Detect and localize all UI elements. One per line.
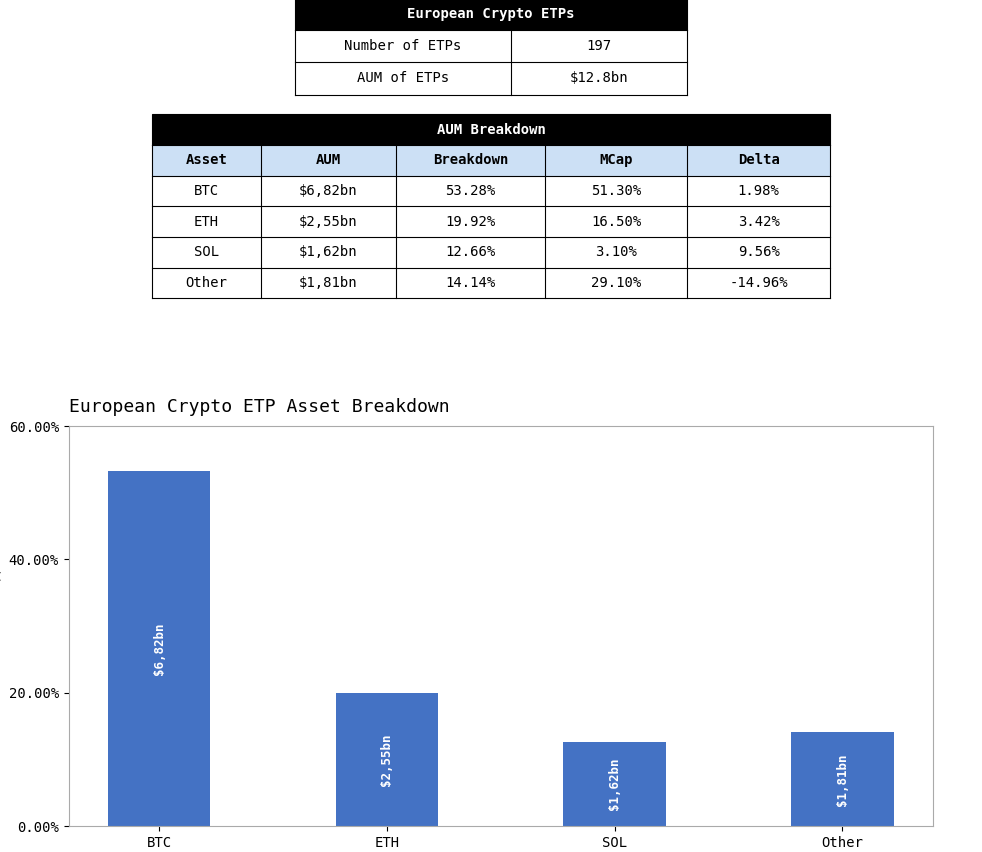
Text: $6,82bn: $6,82bn — [153, 623, 166, 675]
Bar — [791, 732, 894, 826]
Text: BTC: BTC — [193, 184, 219, 198]
Text: $1,62bn: $1,62bn — [608, 758, 622, 810]
Text: $2,55bn: $2,55bn — [300, 215, 357, 228]
Text: Asset: Asset — [186, 153, 228, 167]
Text: 16.50%: 16.50% — [591, 215, 641, 228]
Text: $12.8bn: $12.8bn — [570, 72, 628, 85]
Text: Breakdown: Breakdown — [433, 153, 509, 167]
Text: AUM Breakdown: AUM Breakdown — [437, 123, 545, 136]
Text: $2,55bn: $2,55bn — [380, 734, 394, 786]
Bar — [336, 694, 438, 826]
Text: $1,62bn: $1,62bn — [300, 245, 357, 259]
Text: $1,81bn: $1,81bn — [836, 753, 848, 805]
Y-axis label: Marketshare ($: Marketshare ($ — [0, 567, 3, 685]
Text: MCap: MCap — [600, 153, 633, 167]
Text: European Crypto ETPs: European Crypto ETPs — [408, 7, 574, 20]
Text: 1.98%: 1.98% — [737, 184, 780, 198]
Text: European Crypto ETP Asset Breakdown: European Crypto ETP Asset Breakdown — [69, 398, 450, 416]
Text: 3.42%: 3.42% — [737, 215, 780, 228]
Text: Delta: Delta — [737, 153, 780, 167]
Bar — [564, 742, 666, 826]
Text: ETH: ETH — [193, 215, 219, 228]
Text: 51.30%: 51.30% — [591, 184, 641, 198]
Text: 9.56%: 9.56% — [737, 245, 780, 259]
Text: AUM of ETPs: AUM of ETPs — [356, 72, 449, 85]
Text: 3.10%: 3.10% — [595, 245, 637, 259]
Text: AUM: AUM — [316, 153, 341, 167]
Text: $1,81bn: $1,81bn — [300, 276, 357, 290]
Text: 197: 197 — [586, 39, 612, 53]
Text: -14.96%: -14.96% — [730, 276, 788, 290]
Text: Other: Other — [186, 276, 228, 290]
Text: SOL: SOL — [193, 245, 219, 259]
Text: $6,82bn: $6,82bn — [300, 184, 357, 198]
Text: Number of ETPs: Number of ETPs — [344, 39, 462, 53]
Text: 29.10%: 29.10% — [591, 276, 641, 290]
Text: 53.28%: 53.28% — [446, 184, 496, 198]
Text: 12.66%: 12.66% — [446, 245, 496, 259]
Bar — [108, 471, 210, 826]
Text: 14.14%: 14.14% — [446, 276, 496, 290]
Text: 19.92%: 19.92% — [446, 215, 496, 228]
